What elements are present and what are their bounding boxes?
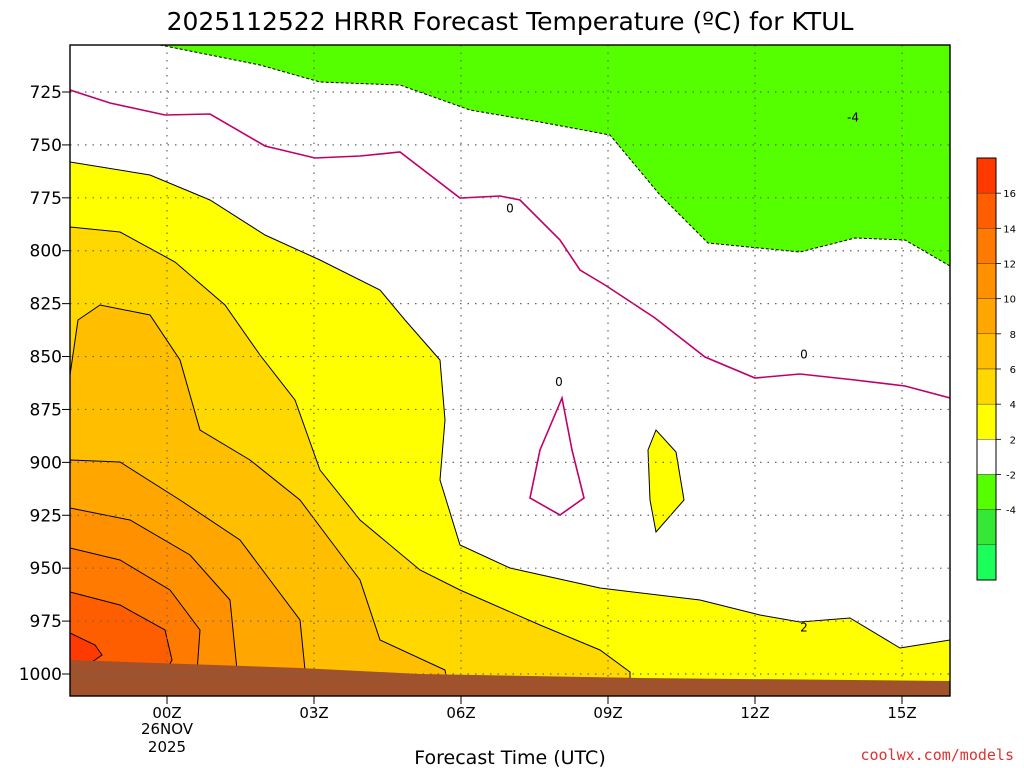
y-tick-label: 950 [30,559,62,579]
colorbar-label: 12 [1003,260,1016,271]
colorbar-label: 6 [1010,365,1016,376]
isotherm-zero [70,89,950,399]
y-tick-label: 725 [30,83,62,103]
plot-frame [69,44,951,697]
colorbar-label: 2 [1010,435,1016,446]
colorbar-swatch [976,544,997,581]
x-date-line1: 26NOV [141,720,194,738]
colorbar-swatch [976,192,997,229]
colorbar-label: 8 [1010,330,1016,341]
y-tick-label: 750 [30,136,62,156]
colorbar-label: -4 [1006,506,1016,517]
x-date-line2: 2025 [148,738,186,756]
cold-region-lower [159,45,950,267]
contour-label: 0 [506,201,514,215]
x-axis-label: Forecast Time (UTC) [414,747,605,768]
y-tick-label: 775 [30,189,62,209]
colorbar-label: 4 [1010,400,1016,411]
x-tick-label: 09Z [593,704,622,722]
ground [70,660,950,696]
colorbar-swatch [976,403,997,440]
isotherm-zero-loop [529,395,585,516]
warm-island [647,429,685,534]
colorbar-swatch [976,333,997,370]
y-axis: 725 750 775 800 825 850 875 900 925 950 975 1000 [19,83,70,685]
contour-label: 2 [800,620,808,634]
contour-label: 0 [555,375,563,389]
y-tick-label: 900 [30,453,62,473]
colorbar-swatch [976,228,997,264]
colorbar-swatch [976,157,997,194]
y-tick-label: 800 [30,242,62,262]
colorbar-label: 14 [1003,224,1016,235]
colorbar-swatch [976,368,997,405]
y-tick-label: 925 [30,506,62,526]
colorbar-swatch [976,298,997,335]
y-tick-label: 825 [30,295,62,315]
x-tick-label: 06Z [446,704,475,722]
x-tick-label: 00Z [152,704,181,722]
y-tick-label: 850 [30,348,62,368]
contour-label: 0 [800,347,808,361]
x-tick-label: 03Z [299,704,328,722]
colorbar: 16 14 12 10 8 6 4 2 -2 -4 [976,157,1016,581]
contour-labels: 0 0 0 -4 2 [506,110,859,634]
y-tick-label: 875 [30,400,62,420]
colorbar-label: 10 [1003,295,1016,306]
credit-text: coolwx.com/models [860,746,1014,764]
colorbar-swatch [976,509,997,546]
colorbar-label: -2 [1006,471,1016,482]
x-tick-label: 15Z [887,704,916,722]
y-tick-label: 1000 [19,665,62,685]
contour-fields [70,45,950,696]
chart-title: 2025112522 HRRR Forecast Temperature (ºC… [167,7,854,36]
x-axis: 00Z 03Z 06Z 09Z 12Z 15Z [152,696,917,722]
y-tick-label: 975 [30,612,62,632]
colorbar-swatch [976,263,997,299]
warm-region-16 [70,632,103,663]
x-tick-label: 12Z [740,704,769,722]
colorbar-swatch [976,474,997,510]
colorbar-swatch [976,439,997,475]
colorbar-label: 16 [1003,189,1016,200]
contour-label: -4 [847,110,859,124]
